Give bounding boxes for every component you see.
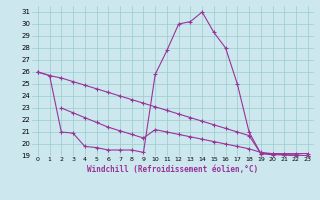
X-axis label: Windchill (Refroidissement éolien,°C): Windchill (Refroidissement éolien,°C) xyxy=(87,165,258,174)
